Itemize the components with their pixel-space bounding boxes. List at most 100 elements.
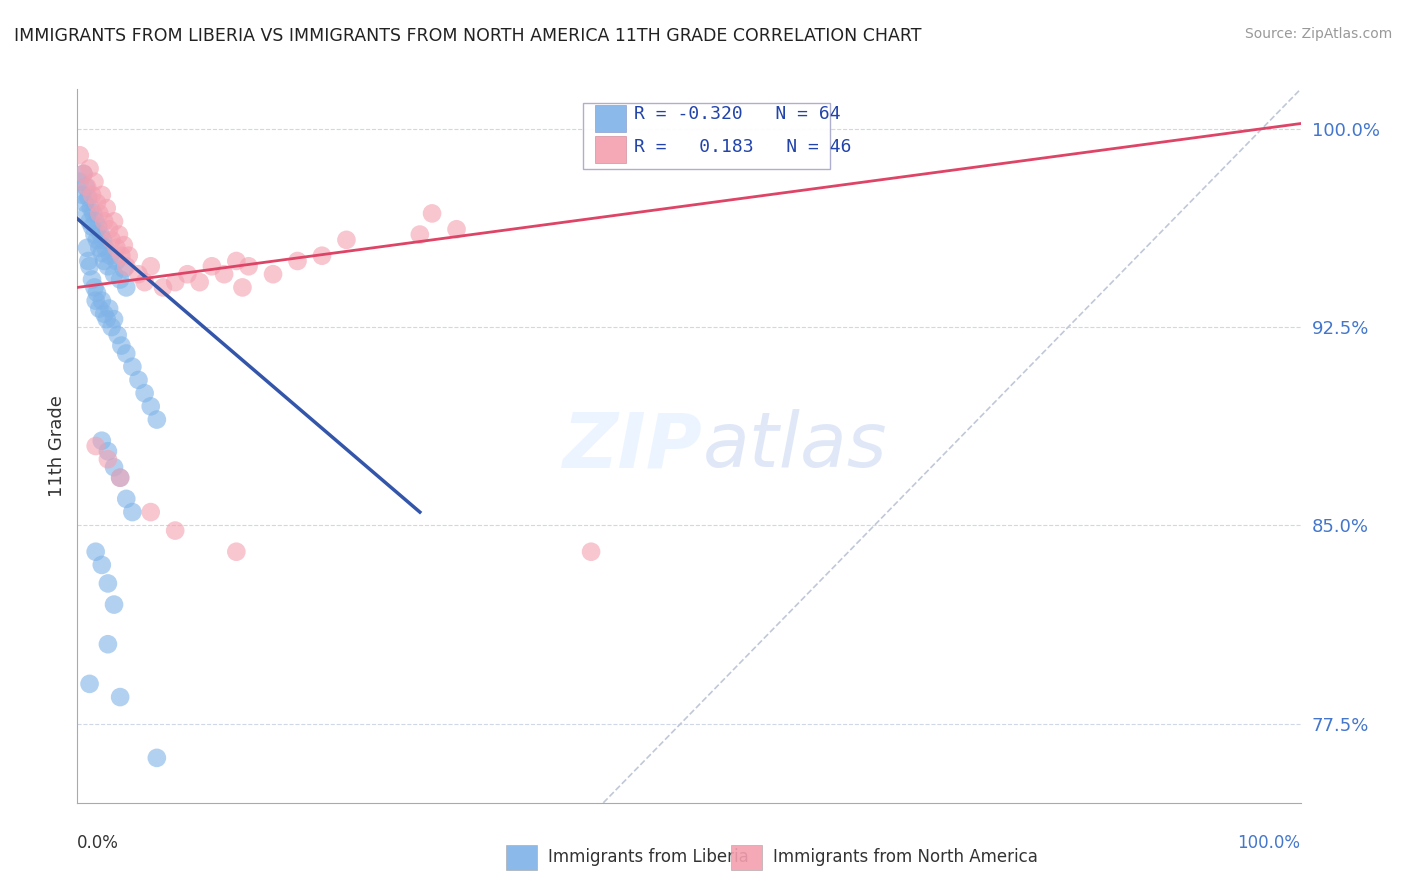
Point [98,301,121,316]
Point [73,195,96,210]
Point [79,677,101,691]
Point [127,267,149,281]
Point [139,400,162,414]
Point [97,452,120,467]
Point [90,227,112,242]
Point [69,175,91,189]
Point [89,301,111,316]
Point [86,285,108,300]
Text: atlas: atlas [703,409,887,483]
Point [121,505,143,519]
Point [139,260,162,274]
Y-axis label: 11th Grade: 11th Grade [48,395,66,497]
Point [446,222,468,236]
Point [97,260,120,274]
Point [70,188,93,202]
Point [115,491,138,506]
Point [165,275,187,289]
Point [212,267,235,281]
Point [287,254,309,268]
Point [146,751,169,765]
Point [90,434,112,448]
Point [79,161,101,176]
Point [579,545,602,559]
Point [83,175,105,189]
Point [84,214,107,228]
Point [79,214,101,228]
Point [103,460,125,475]
Point [115,280,138,294]
Text: R = -0.320   N = 64: R = -0.320 N = 64 [634,105,841,123]
Point [96,201,118,215]
Point [77,254,100,268]
Point [93,214,115,228]
Point [225,545,247,559]
Point [96,312,118,326]
Text: Immigrants from Liberia: Immigrants from Liberia [548,848,749,866]
Text: R =   0.183   N = 46: R = 0.183 N = 46 [634,138,852,156]
Point [76,206,98,220]
Point [231,280,253,294]
Point [108,690,131,704]
Point [84,293,107,308]
Point [188,275,211,289]
Point [165,524,187,538]
Text: 0.0%: 0.0% [77,834,120,852]
Point [98,249,121,263]
Point [86,195,108,210]
Point [108,471,131,485]
Point [134,386,156,401]
Point [118,249,141,263]
Point [139,505,162,519]
Point [238,260,260,274]
Point [201,260,224,274]
Point [90,246,112,260]
Point [93,254,115,268]
Point [409,227,432,242]
Point [103,267,125,281]
Point [105,254,128,268]
Point [97,637,120,651]
Point [83,280,105,294]
Point [100,233,122,247]
Point [77,190,100,204]
Point [97,444,120,458]
Point [75,180,97,194]
Point [83,227,105,242]
Point [115,346,138,360]
Point [94,241,117,255]
Point [127,373,149,387]
Point [262,267,284,281]
Point [84,545,107,559]
Point [105,241,128,255]
Point [80,188,103,202]
Point [100,320,122,334]
Point [112,261,135,276]
Point [97,576,120,591]
Point [90,188,112,202]
Point [89,241,111,255]
Point [311,249,333,263]
Point [86,233,108,247]
Point [176,267,198,281]
Point [121,359,143,374]
Point [72,167,94,181]
Point [91,233,114,247]
Text: 100.0%: 100.0% [1237,834,1301,852]
Point [103,312,125,326]
Point [108,227,131,242]
Text: ZIP: ZIP [564,409,703,483]
Point [76,241,98,255]
Point [98,222,121,236]
Point [82,206,104,220]
Point [84,439,107,453]
Point [80,219,103,234]
Point [89,206,111,220]
Point [335,233,357,247]
Point [152,280,174,294]
Point [146,412,169,426]
Point [69,148,91,162]
Point [90,558,112,572]
Point [108,272,131,286]
Point [110,249,132,263]
